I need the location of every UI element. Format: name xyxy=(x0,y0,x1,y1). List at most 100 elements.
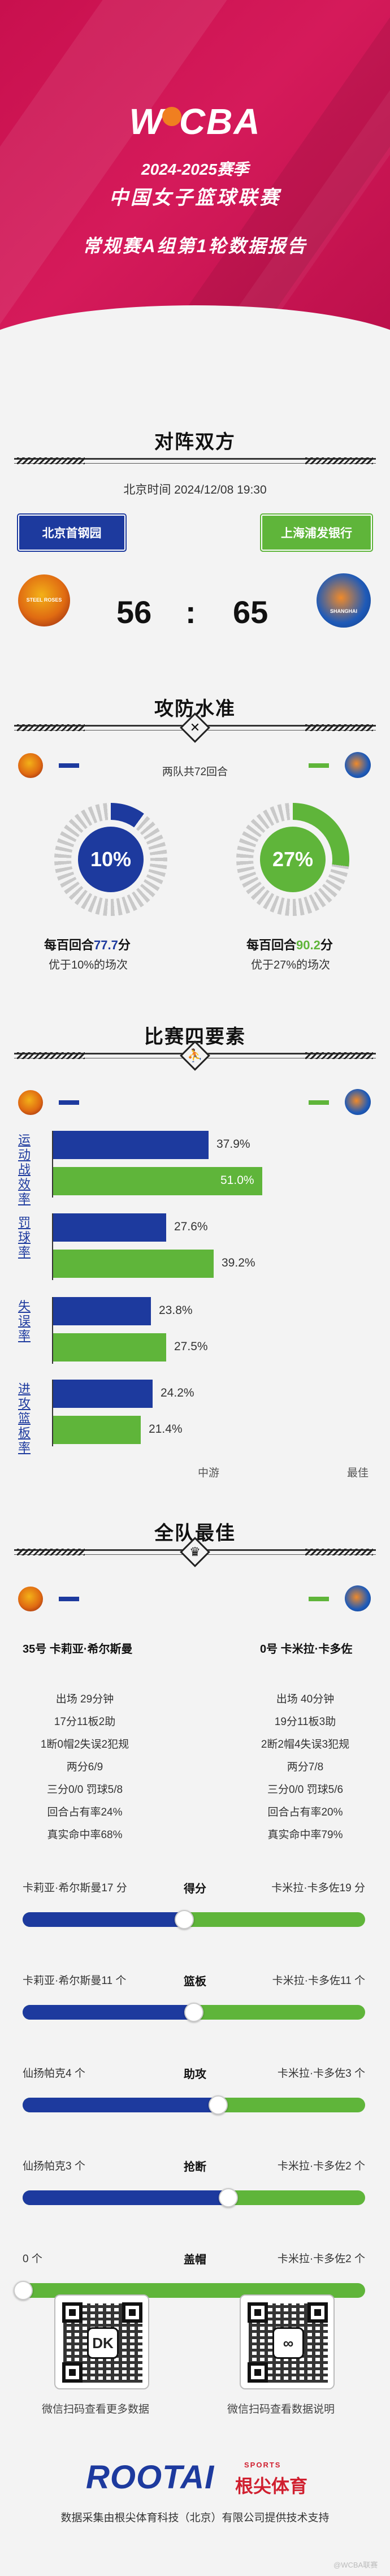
qr-right-caption: 微信扫码查看数据说明 xyxy=(227,2404,335,2415)
away-factor-bar xyxy=(53,1250,214,1278)
away-best-player: 0号 卡米拉·卡多佐 xyxy=(260,1643,353,1656)
comparison-knob xyxy=(175,1910,194,1929)
player-stat-line: 出场 29分钟 xyxy=(55,1693,114,1705)
home-legend-line xyxy=(59,1100,79,1105)
comparison-right-label: 卡米拉·卡多佐2 个 xyxy=(277,2253,365,2265)
player-stat-line: 真实命中率79% xyxy=(267,1829,343,1841)
comparison-stat-name: 篮板 xyxy=(184,1976,206,1988)
player-stat-line: 回合占有率24% xyxy=(47,1806,123,1818)
score-separator: : xyxy=(185,594,196,630)
away-legend-line xyxy=(309,1100,329,1105)
rounds-total: 两队共72回合 xyxy=(162,766,228,778)
comparison-right-label: 卡米拉·卡多佐19 分 xyxy=(271,1882,365,1894)
away-factor-bar xyxy=(53,1416,141,1444)
comparison-bar xyxy=(23,1912,365,1927)
comparison-bar xyxy=(23,2098,365,2112)
away-efficiency-gauge: 27% xyxy=(236,803,349,916)
home-factor-value: 27.6% xyxy=(174,1220,208,1233)
watermark: @WCBA联赛 xyxy=(333,2561,378,2569)
axis-best-label: 最佳 xyxy=(347,1467,369,1479)
away-efficiency-pct: 27% xyxy=(260,827,326,892)
section-best-players: 全队最佳 ♛ xyxy=(0,1518,390,1567)
home-legend-line xyxy=(59,763,79,768)
away-factor-value: 21.4% xyxy=(149,1423,183,1436)
comparison-bar xyxy=(23,2190,365,2205)
home-team-name: 北京首钢园 xyxy=(17,513,127,552)
comparison-knob xyxy=(219,2188,238,2207)
player-stat-line: 19分11板3助 xyxy=(274,1716,336,1728)
qr-left-caption: 微信扫码查看更多数据 xyxy=(42,2404,150,2415)
comparison-home-fill xyxy=(23,2098,218,2112)
away-team-logo-small xyxy=(345,1585,371,1611)
home-factor-bar xyxy=(53,1131,209,1159)
home-efficiency-pct: 10% xyxy=(78,827,144,892)
away-legend-line xyxy=(309,763,329,768)
player-stat-line: 两分7/8 xyxy=(287,1761,324,1773)
comparison-home-fill xyxy=(23,2190,228,2205)
away-factor-value: 51.0% xyxy=(220,1174,254,1187)
factor-label: 进攻篮板率 xyxy=(18,1382,31,1455)
player-stat-line: 三分0/0 罚球5/6 xyxy=(267,1784,344,1796)
home-factor-value: 23.8% xyxy=(159,1304,193,1317)
link-icon: ∞ xyxy=(272,2327,304,2359)
comparison-left-label: 卡莉亚·希尔斯曼11 个 xyxy=(23,1975,127,1987)
match-time: 北京时间 2024/12/08 19:30 xyxy=(123,483,267,496)
section-title: 对阵双方 xyxy=(154,431,236,453)
factor-label: 运动战效率 xyxy=(18,1133,31,1206)
player-stat-line: 回合占有率20% xyxy=(267,1806,343,1818)
home-team-logo-small xyxy=(18,1090,43,1115)
away-per100-value: 90.2 xyxy=(296,938,320,952)
comparison-left-label: 仙扬帕克4 个 xyxy=(23,2068,85,2080)
home-score: 56 xyxy=(116,594,152,630)
header-banner: W CBA 2024-2025赛季 中国女子篮球联赛 常规赛A组第1轮数据报告 xyxy=(0,0,390,390)
basketball-icon xyxy=(162,107,181,126)
home-better-text: 优于10%的场次 xyxy=(49,959,128,971)
player-stat-line: 出场 40分钟 xyxy=(276,1693,335,1705)
season-label: 2024-2025赛季 xyxy=(141,161,249,178)
comparison-right-label: 卡米拉·卡多佐2 个 xyxy=(277,2160,365,2172)
comparison-knob xyxy=(209,2095,228,2115)
comparison-left-label: 0 个 xyxy=(23,2253,42,2265)
away-legend-line xyxy=(309,1597,329,1601)
factor-label: 失误率 xyxy=(18,1299,31,1343)
comparison-left-label: 仙扬帕克3 个 xyxy=(23,2160,85,2172)
home-factor-bar xyxy=(53,1380,153,1408)
rootai-logo: ROOTAI xyxy=(86,2459,215,2496)
away-score: 65 xyxy=(233,594,268,630)
home-best-player: 35号 卡莉亚·希尔斯曼 xyxy=(23,1643,133,1656)
rootai-chinese-name: 根尖体育 xyxy=(235,2476,308,2496)
home-factor-value: 37.9% xyxy=(216,1138,250,1151)
factor-label: 罚球率 xyxy=(18,1216,31,1259)
comparison-home-fill xyxy=(23,2005,194,2020)
crossed-swords-icon: ✕ xyxy=(189,720,201,734)
home-team-logo: STEEL ROSES xyxy=(18,574,70,626)
rootai-sports-label: SPORTS xyxy=(244,2461,281,2469)
comparison-right-label: 卡米拉·卡多佐3 个 xyxy=(277,2068,365,2080)
comparison-right-label: 卡米拉·卡多佐11 个 xyxy=(272,1975,365,1987)
home-efficiency-gauge: 10% xyxy=(54,803,167,916)
player-stat-line: 两分6/9 xyxy=(66,1761,103,1773)
league-name: 中国女子篮球联赛 xyxy=(109,187,281,209)
away-team-logo-small xyxy=(345,1089,371,1115)
comparison-knob xyxy=(184,2003,203,2022)
player-stat-line: 2断2帽4失误3犯规 xyxy=(261,1739,350,1751)
section-offense-defense: 攻防水准 ✕ xyxy=(0,693,390,743)
qr-code-more-data[interactable]: DK xyxy=(54,2294,149,2389)
home-legend-line xyxy=(59,1597,79,1601)
away-factor-value: 39.2% xyxy=(222,1256,255,1269)
axis-mid-label: 中游 xyxy=(198,1467,220,1479)
player-stat-line: 1断0帽2失误2犯规 xyxy=(40,1739,129,1751)
home-team-logo-small xyxy=(18,753,43,778)
trophy-icon: ♛ xyxy=(189,1545,201,1559)
comparison-home-fill xyxy=(23,1912,184,1927)
home-per100-value: 77.7 xyxy=(94,938,118,952)
home-team-logo-small xyxy=(18,1587,43,1611)
comparison-left-label: 卡莉亚·希尔斯曼17 分 xyxy=(23,1882,127,1894)
home-factor-bar xyxy=(53,1297,151,1325)
section-matchup: 对阵双方 xyxy=(0,426,390,472)
report-title: 常规赛A组第1轮数据报告 xyxy=(83,236,307,256)
away-team-logo: SHANGHAI xyxy=(317,573,371,628)
away-better-text: 优于27%的场次 xyxy=(251,959,331,971)
qr-code-data-notes[interactable]: ∞ xyxy=(240,2294,335,2389)
